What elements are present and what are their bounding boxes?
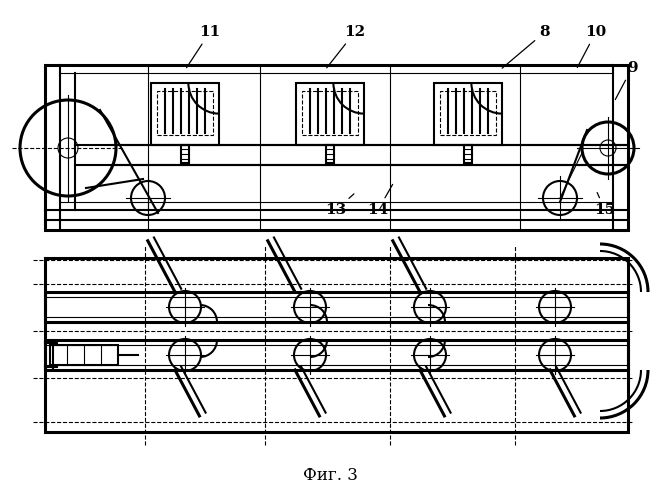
Text: 11: 11 xyxy=(186,25,221,68)
Text: 10: 10 xyxy=(577,25,607,68)
Bar xyxy=(45,340,628,370)
Text: Фиг. 3: Фиг. 3 xyxy=(303,466,358,483)
Text: 12: 12 xyxy=(327,25,366,68)
Bar xyxy=(45,292,628,322)
Bar xyxy=(296,83,364,145)
Bar xyxy=(151,83,219,145)
Text: 9: 9 xyxy=(615,61,637,100)
Bar xyxy=(440,91,496,135)
Bar xyxy=(434,83,502,145)
Text: 13: 13 xyxy=(325,194,354,217)
Bar xyxy=(45,65,628,230)
Bar xyxy=(181,145,189,163)
Bar xyxy=(326,145,334,163)
Bar xyxy=(302,91,358,135)
Bar xyxy=(45,258,628,432)
Text: 8: 8 xyxy=(502,25,551,68)
Bar xyxy=(50,345,118,365)
Bar xyxy=(464,145,472,163)
Text: 15: 15 xyxy=(594,192,615,217)
Bar xyxy=(157,91,213,135)
Text: 14: 14 xyxy=(368,184,393,217)
